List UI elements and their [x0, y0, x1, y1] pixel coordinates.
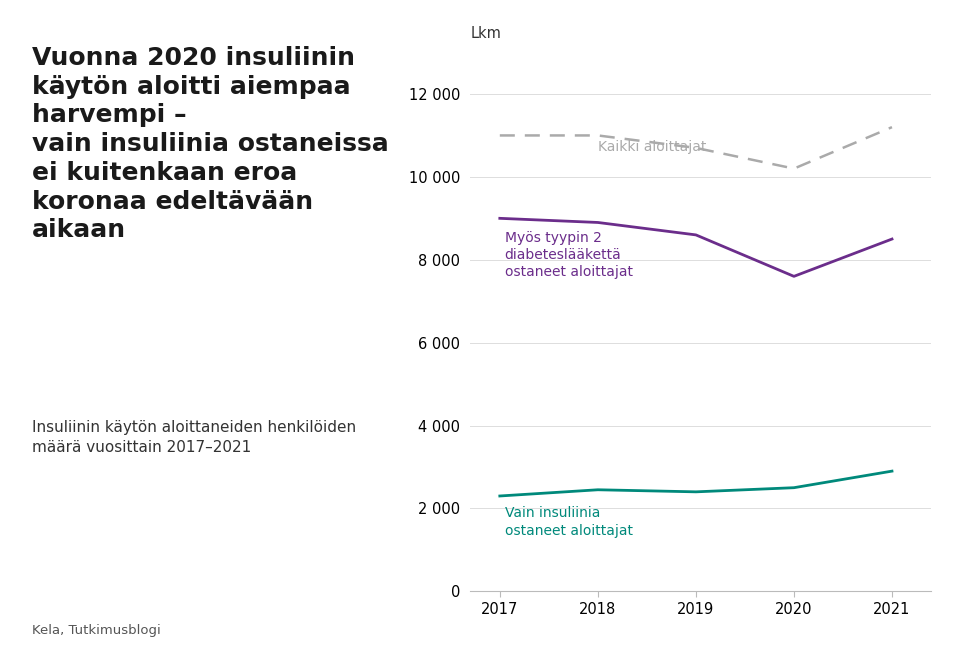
- Text: Kaikki aloittajat: Kaikki aloittajat: [598, 139, 707, 154]
- Text: Myös tyypin 2
diabeteslääkettä
ostaneet aloittajat: Myös tyypin 2 diabeteslääkettä ostaneet …: [505, 231, 633, 279]
- Text: Vuonna 2020 insuliinin
käytön aloitti aiempaa
harvempi –
vain insuliinia ostanei: Vuonna 2020 insuliinin käytön aloitti ai…: [33, 46, 389, 242]
- Text: Lkm: Lkm: [470, 26, 501, 41]
- Text: Insuliinin käytön aloittaneiden henkilöiden
määrä vuosittain 2017–2021: Insuliinin käytön aloittaneiden henkilöi…: [33, 420, 356, 455]
- Text: Vain insuliinia
ostaneet aloittajat: Vain insuliinia ostaneet aloittajat: [505, 507, 633, 537]
- Text: Kela, Tutkimusblogi: Kela, Tutkimusblogi: [33, 624, 161, 637]
